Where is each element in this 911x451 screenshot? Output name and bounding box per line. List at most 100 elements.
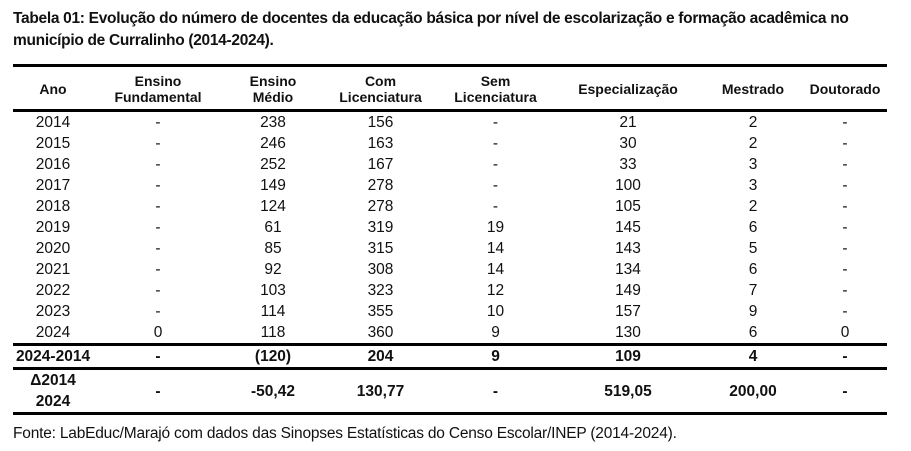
table-cell: - [155, 156, 161, 173]
table-cell: 19 [486, 219, 505, 236]
table-cell: 2 [748, 114, 758, 131]
summary-label: 2024-2014 [13, 344, 93, 370]
year-cell: 2014 [35, 114, 71, 131]
table-cell: 114 [260, 303, 286, 320]
summary-cell: - [438, 368, 553, 415]
table-cell: - [155, 303, 161, 320]
table-row: 2018 - 124 278 - 105 2 - [13, 196, 887, 217]
column-header: Mestrado [703, 64, 803, 112]
table-cell: 157 [615, 303, 641, 320]
table-row: 2023 - 114 355 10 157 9 - [13, 301, 887, 322]
column-header-line1: Ensino [134, 73, 182, 89]
table-cell: 0 [803, 322, 887, 346]
summary-cell: 519,05 [553, 368, 703, 415]
summary-cell: 4 [703, 344, 803, 370]
table-cell: - [842, 303, 848, 320]
table-cell: 167 [367, 156, 394, 173]
summary-cell: 9 [438, 344, 553, 370]
table-cell: 143 [615, 240, 641, 257]
table-cell: 2 [748, 198, 758, 215]
table-row: 2016-252 167-33 3- [13, 154, 887, 175]
table-cell: 355 [367, 303, 394, 320]
summary-cell: 109 [553, 344, 703, 370]
year-cell: 2015 [35, 135, 71, 152]
column-header: Ensino Médio [223, 64, 323, 112]
table-cell: 61 [264, 219, 282, 236]
table-header: Ano Ensino Fundamental Ensino Médio Com Licenc… [13, 64, 887, 112]
column-header-line2: Médio [252, 89, 294, 105]
table-cell: 238 [260, 114, 286, 131]
summary-cell: 204 [323, 344, 438, 370]
table-cell: 9 [438, 322, 553, 346]
table-cell: 103 [260, 282, 286, 299]
table-cell: 33 [619, 156, 637, 173]
table-cell: - [842, 240, 848, 257]
table-row: 2024 0 118 360 9 130 6 0 [13, 322, 887, 346]
year-cell: 2023 [35, 303, 71, 320]
year-cell: 2021 [35, 261, 71, 278]
table-cell: - [842, 198, 848, 215]
column-header-line1: Doutorado [809, 81, 881, 97]
column-header-line1: Ensino [249, 73, 297, 89]
year-cell: 2019 [35, 219, 71, 236]
table-cell: - [155, 261, 161, 278]
table-cell: 12 [486, 282, 505, 299]
table-cell: - [842, 156, 848, 173]
column-header-line2: Licenciatura [454, 89, 537, 105]
table-cell: 118 [223, 322, 323, 346]
table-cell: 360 [323, 322, 438, 346]
table-cell: 5 [748, 240, 758, 257]
table-cell: - [492, 135, 499, 152]
table-cell: 124 [260, 198, 286, 215]
table-cell: - [842, 261, 848, 278]
column-header: Sem Licenciatura [438, 64, 553, 112]
table-cell: - [155, 135, 161, 152]
header-row: Ano Ensino Fundamental Ensino Médio Com Licenc… [13, 64, 887, 112]
table-row: 2017 - 149 278 - 100 3 - [13, 175, 887, 196]
column-header-line1: Sem [480, 73, 511, 89]
source-note: Fonte: LabEduc/Marajó com dados das Sino… [13, 425, 677, 442]
table-cell: - [492, 114, 499, 131]
table-cell: - [842, 219, 848, 236]
table-cell: 308 [367, 261, 394, 278]
column-header: Ensino Fundamental [93, 64, 223, 112]
table-cell: 246 [260, 135, 286, 152]
table-title: Tabela 01: Evolução do número de docente… [13, 10, 849, 49]
year-cell: 2018 [35, 198, 71, 215]
table-cell: - [155, 198, 161, 215]
table-body: 2014-238 156-21 2-2015-246 163-30 2-2016-252… [13, 111, 887, 346]
table-cell: 163 [367, 135, 394, 152]
column-header-line2: Licenciatura [339, 89, 422, 105]
table-cell: 2 [748, 135, 758, 152]
summary-cell: 130,77 [323, 368, 438, 415]
year-cell: 2022 [35, 282, 71, 299]
table-cell: 3 [748, 156, 758, 173]
table-cell: 30 [619, 135, 637, 152]
table-cell: 92 [264, 261, 282, 278]
table-cell: - [842, 114, 848, 131]
table-cell: 6 [703, 322, 803, 346]
column-header-line1: Ano [39, 81, 67, 97]
table-cell: - [842, 177, 848, 194]
table-cell: 100 [615, 177, 641, 194]
difference-row: 2024-2014- (120) 204 9 109 4- [13, 344, 887, 370]
table-cell: 14 [486, 240, 505, 257]
table-cell: 315 [367, 240, 394, 257]
table-row: 2022 - 103 323 12 149 7 - [13, 280, 887, 301]
table-cell: - [155, 114, 161, 131]
table-cell: 7 [748, 282, 758, 299]
teachers-table: Ano Ensino Fundamental Ensino Médio Com Licenc… [13, 64, 887, 415]
summary-cell: - [93, 344, 223, 370]
table-cell: 6 [748, 261, 758, 278]
table-summary: 2024-2014- (120) 204 9 109 4- Δ2014 2024- -50,4… [13, 344, 887, 415]
year-cell: 2017 [35, 177, 71, 194]
table-cell: - [155, 219, 161, 236]
summary-cell: - [93, 368, 223, 415]
table-cell: - [155, 240, 161, 257]
table-cell: 145 [615, 219, 641, 236]
summary-cell: 200,00 [703, 368, 803, 415]
column-header-line1: Mestrado [721, 81, 785, 97]
table-cell: 14 [486, 261, 505, 278]
table-cell: 323 [367, 282, 394, 299]
table-cell: 156 [367, 114, 394, 131]
